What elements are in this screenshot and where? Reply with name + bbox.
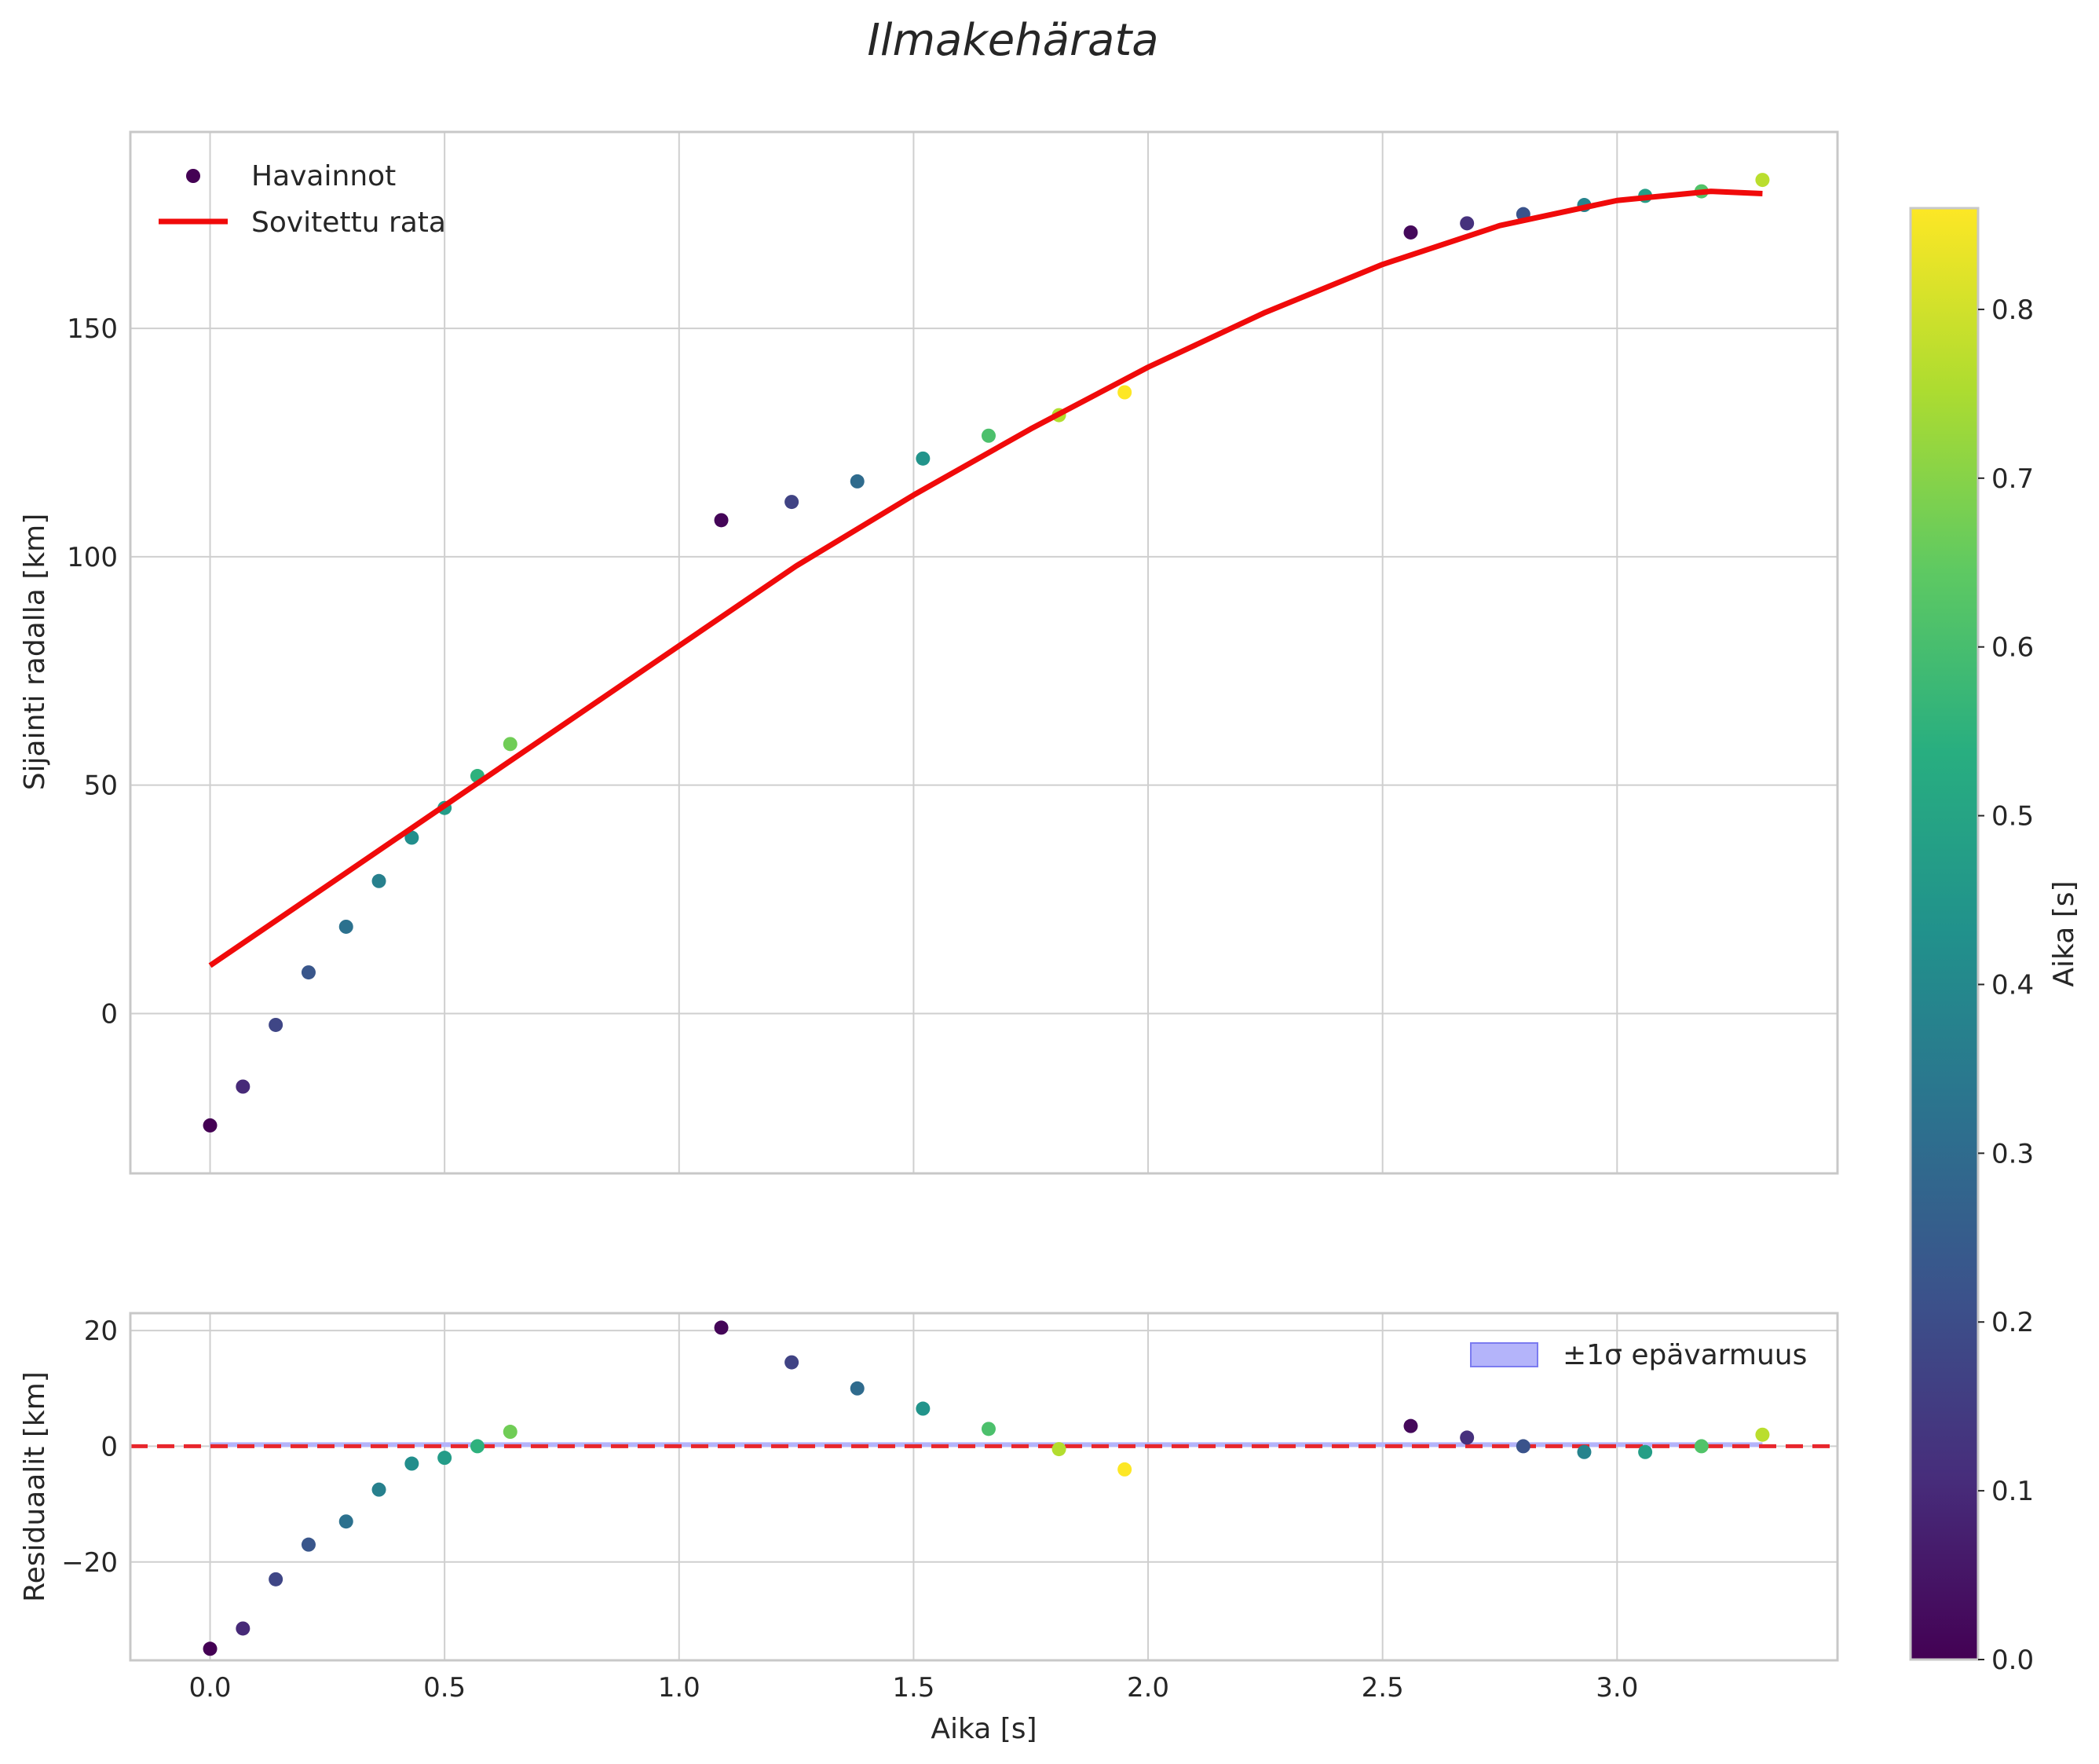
x-tick-label: 2.0 [1127, 1672, 1169, 1704]
x-tick-label: 2.5 [1362, 1672, 1404, 1704]
top-y-tick-label: 0 [101, 998, 118, 1030]
legend-fit-label: Sovitettu rata [251, 207, 446, 239]
residual-point [916, 1401, 931, 1416]
residual-point [1694, 1439, 1709, 1454]
residual-point [714, 1320, 729, 1335]
residual-point [850, 1381, 865, 1396]
bottom-plot-area [130, 1320, 1838, 1656]
observation-point [301, 965, 316, 980]
bottom-y-tick-label: −20 [61, 1547, 118, 1579]
observation-point [1755, 173, 1770, 188]
colorbar-label: Aika [s] [2048, 880, 2080, 986]
bottom-y-tick-label: 0 [101, 1431, 118, 1462]
observation-point [371, 873, 386, 888]
colorbar-tick-label: 0.6 [1991, 632, 2034, 664]
residual-point [503, 1425, 517, 1440]
observation-point [236, 1079, 250, 1094]
colorbar-tick-label: 0.5 [1991, 801, 2034, 833]
top-y-tick-label: 50 [84, 770, 118, 802]
residual-point [1117, 1462, 1132, 1477]
residual-point [203, 1641, 218, 1656]
residual-point [301, 1537, 316, 1552]
observation-point [916, 451, 931, 466]
fitted-trajectory-line [208, 188, 1763, 968]
observation-point [714, 513, 729, 528]
colorbar-tick-label: 0.1 [1991, 1476, 2034, 1507]
observation-point [1460, 216, 1475, 231]
colorbar-tick-label: 0.4 [1991, 969, 2034, 1001]
colorbar [1909, 207, 1980, 1661]
observation-point [1403, 225, 1418, 240]
residual-point [404, 1456, 419, 1471]
residual-point [981, 1422, 996, 1436]
residual-point [338, 1514, 353, 1529]
residual-point [784, 1355, 799, 1370]
bottom-y-tick-label: 20 [84, 1316, 118, 1347]
top-plot-area [203, 173, 1770, 1133]
residual-point [1755, 1427, 1770, 1442]
bottom-axes-frame [129, 1312, 1839, 1662]
x-tick-label: 1.0 [658, 1672, 700, 1704]
observation-point [203, 1118, 218, 1133]
x-tick-label: 0.5 [423, 1672, 466, 1704]
residual-point [1638, 1444, 1653, 1459]
residual-point [371, 1482, 386, 1497]
bottom-legend: ±1σ epävarmuus [1470, 1339, 1807, 1371]
top-y-tick-label: 150 [67, 313, 118, 345]
x-axis-label: Aika [s] [931, 1713, 1037, 1745]
colorbar-tick-label: 0.3 [1991, 1138, 2034, 1169]
residual-point [236, 1621, 250, 1636]
top-y-tick-label: 100 [67, 542, 118, 573]
x-tick-label: 3.0 [1596, 1672, 1638, 1704]
legend-observations-marker [186, 169, 200, 183]
chart-title: Ilmakehärata [867, 15, 1158, 66]
residual-point [1516, 1439, 1530, 1454]
x-tick-label: 1.5 [892, 1672, 934, 1704]
residual-point [470, 1439, 485, 1454]
x-tick-label: 0.0 [188, 1672, 231, 1704]
legend-band-swatch [1470, 1342, 1538, 1367]
observation-point [850, 474, 865, 489]
residual-point [1403, 1418, 1418, 1433]
colorbar-tick-label: 0.0 [1991, 1645, 2034, 1676]
colorbar-tick-label: 0.8 [1991, 295, 2034, 326]
residual-point [1577, 1444, 1592, 1459]
colorbar-ticks: 0.0 0.1 0.2 0.3 0.4 0.5 0.6 0.7 0.8 [1978, 295, 2034, 1676]
observation-point [1117, 385, 1132, 400]
legend-band-label: ±1σ epävarmuus [1563, 1339, 1807, 1371]
observation-point [269, 1017, 283, 1032]
colorbar-tick-label: 0.7 [1991, 463, 2034, 495]
top-y-axis-label: Sijainti radalla [km] [19, 514, 51, 791]
observation-point [338, 919, 353, 934]
bottom-y-ticks: −20 0 20 [61, 1316, 118, 1579]
bottom-y-axis-label: Residuaalit [km] [19, 1371, 51, 1602]
legend-observations-label: Havainnot [251, 160, 396, 192]
residual-point [1051, 1442, 1066, 1457]
top-gridlines [130, 132, 1838, 1173]
residual-point [437, 1451, 452, 1466]
residual-point [1460, 1430, 1475, 1445]
residual-point [269, 1572, 283, 1587]
observation-point [784, 495, 799, 510]
top-axes-frame [129, 130, 1839, 1175]
observation-point [981, 428, 996, 443]
top-legend: Havainnot Sovitettu rata [159, 160, 446, 239]
x-ticks: 0.0 0.5 1.0 1.5 2.0 2.5 3.0 [188, 1672, 1638, 1704]
observation-point [404, 830, 419, 845]
colorbar-tick-label: 0.2 [1991, 1307, 2034, 1338]
observation-point [503, 737, 517, 752]
top-y-ticks: 0 50 100 150 [67, 313, 118, 1030]
